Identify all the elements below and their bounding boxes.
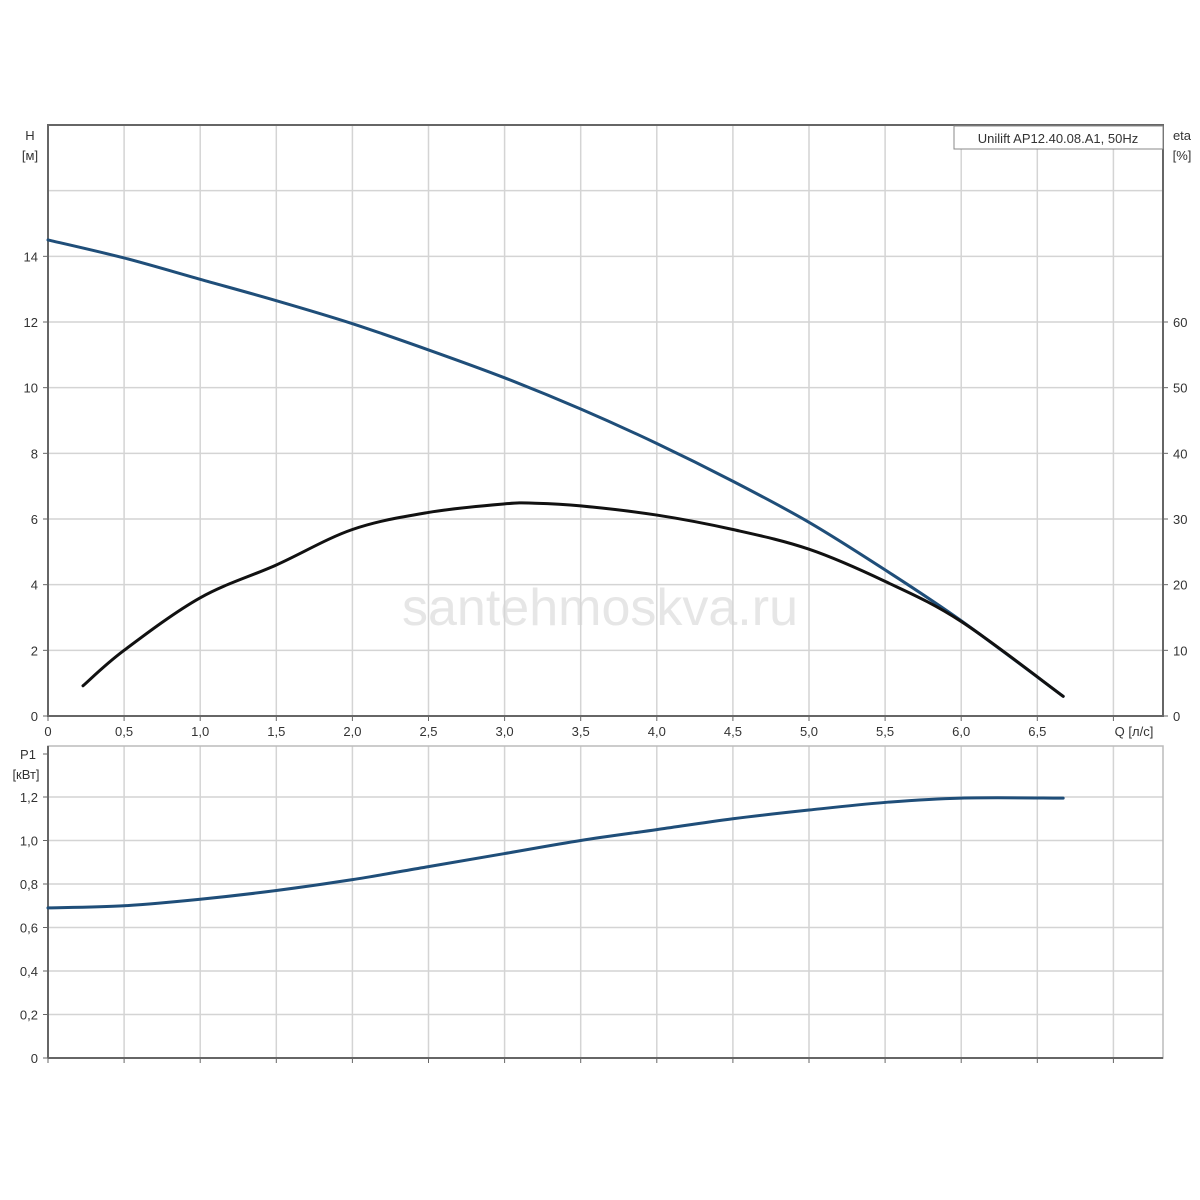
x-tick-label: 1,5	[267, 724, 285, 739]
series-line-H	[46, 238, 1065, 698]
y-tick-label: 6	[31, 512, 38, 527]
y2-axis-unit: [%]	[1173, 148, 1192, 163]
y-tick-label: 0,4	[20, 964, 38, 979]
x-tick-label: 4,5	[724, 724, 742, 739]
p1-axis-label: P1	[20, 747, 36, 762]
y2-tick-label: 20	[1173, 578, 1187, 593]
series-line-eta	[81, 501, 1065, 698]
y-tick-label: 1,2	[20, 790, 38, 805]
chart-title: Unilift AP12.40.08.A1, 50Hz	[978, 131, 1138, 146]
x-tick-label: 2,5	[419, 724, 437, 739]
y-axis-unit: [м]	[22, 148, 38, 163]
x-tick-label: 0,5	[115, 724, 133, 739]
y-tick-label: 12	[24, 315, 38, 330]
y2-axis-label: eta	[1173, 128, 1192, 143]
y2-tick-label: 10	[1173, 643, 1187, 658]
x-tick-label: 6,5	[1028, 724, 1046, 739]
y-tick-label: 0,6	[20, 921, 38, 936]
y2-tick-label: 0	[1173, 709, 1180, 724]
p1-axis-unit: [кВт]	[12, 767, 39, 782]
x-tick-label: 6,0	[952, 724, 970, 739]
x-tick-label: 3,0	[496, 724, 514, 739]
x-tick-label: 5,5	[876, 724, 894, 739]
y-tick-label: 14	[24, 249, 38, 264]
y-tick-label: 0	[31, 1051, 38, 1066]
plot-frame	[47, 745, 1164, 1059]
x-tick-label: 3,5	[572, 724, 590, 739]
y-tick-label: 10	[24, 381, 38, 396]
series-line-P1	[46, 796, 1065, 910]
plot-frame	[47, 124, 1164, 717]
x-tick-label: 2,0	[343, 724, 361, 739]
y-tick-label: 8	[31, 446, 38, 461]
y-tick-label: 4	[31, 578, 38, 593]
y-tick-label: 1,0	[20, 834, 38, 849]
y-axis-label: H	[25, 128, 34, 143]
x-tick-label: 5,0	[800, 724, 818, 739]
y2-tick-label: 40	[1173, 446, 1187, 461]
y-tick-label: 0	[31, 709, 38, 724]
x-tick-label: 1,0	[191, 724, 209, 739]
x-tick-label: 0	[44, 724, 51, 739]
watermark: santehmoskva.ru	[402, 579, 798, 637]
y-tick-label: 0,8	[20, 877, 38, 892]
x-axis-label: Q [л/с]	[1115, 724, 1154, 739]
y2-tick-label: 50	[1173, 381, 1187, 396]
x-tick-label: 4,0	[648, 724, 666, 739]
y-tick-label: 0,2	[20, 1008, 38, 1023]
y2-tick-label: 30	[1173, 512, 1187, 527]
y2-tick-label: 60	[1173, 315, 1187, 330]
legend-box: Unilift AP12.40.08.A1, 50Hz	[953, 125, 1164, 150]
y-tick-label: 2	[31, 643, 38, 658]
